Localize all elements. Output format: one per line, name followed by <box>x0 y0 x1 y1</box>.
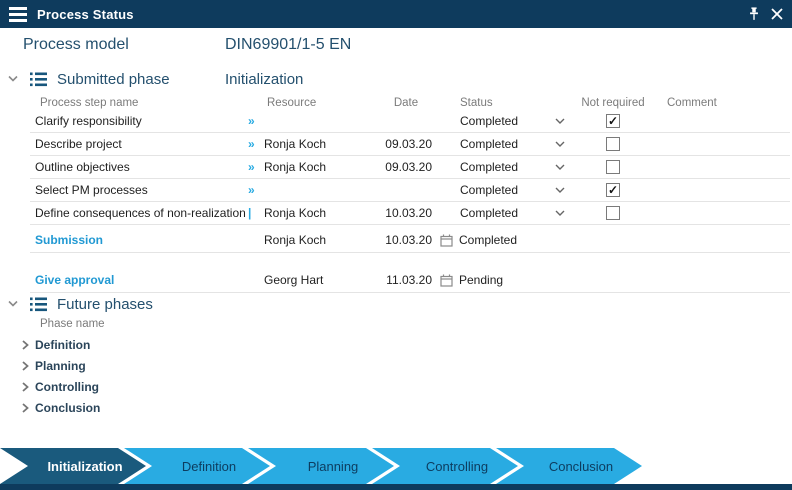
not-required-checkbox[interactable] <box>606 137 620 151</box>
submitted-phase-label: Submitted phase <box>57 71 170 88</box>
chevron-right-icon[interactable] <box>22 339 29 350</box>
not-required-checkbox[interactable] <box>606 160 620 174</box>
phase-name: Conclusion <box>35 400 101 415</box>
table-row: Clarify responsibility » Completed <box>30 110 790 133</box>
milestone-resource: Georg Hart <box>264 273 324 287</box>
not-required-checkbox[interactable] <box>606 206 620 220</box>
submitted-phase-section-header[interactable]: Submitted phase Initialization <box>0 70 792 92</box>
status-dropdown[interactable]: Completed <box>460 183 519 197</box>
phase-list-icon <box>30 72 47 87</box>
chevron-right-icon[interactable] <box>22 402 29 413</box>
submitted-phase-value: Initialization <box>225 71 304 88</box>
step-name: Describe project <box>35 137 122 151</box>
step-resource: Ronja Koch <box>264 206 327 220</box>
chevron-down-icon[interactable] <box>8 75 18 82</box>
not-required-checkbox[interactable] <box>606 114 620 128</box>
pin-icon[interactable] <box>747 7 761 21</box>
bottom-bar <box>0 484 792 490</box>
table-row: Submission Ronja Koch 10.03.20 Completed <box>30 228 790 253</box>
status-dropdown[interactable]: Completed <box>460 160 519 174</box>
step-resource: Ronja Koch <box>264 137 327 151</box>
col-date: Date <box>393 96 419 109</box>
step-name: Outline objectives <box>35 160 130 174</box>
col-resource: Resource <box>267 96 317 109</box>
step-date: 09.03.20 <box>385 160 432 174</box>
milestone-status: Completed <box>459 233 518 247</box>
list-item[interactable]: Conclusion <box>0 397 792 418</box>
chevron-down-icon[interactable] <box>550 210 570 216</box>
table-row: Define consequences of non-realization |… <box>30 202 790 225</box>
col-phase-name: Phase name <box>40 318 105 330</box>
col-comment: Comment <box>667 96 717 109</box>
step-table-header: Process step name Resource Date Status N… <box>30 95 790 110</box>
chevron-down-icon[interactable] <box>550 164 570 170</box>
table-row: Describe project » Ronja Koch 09.03.20 C… <box>30 133 790 156</box>
list-item[interactable]: Planning <box>0 355 792 376</box>
phase-name: Definition <box>35 337 91 352</box>
status-dropdown[interactable]: Completed <box>460 137 519 151</box>
step-name: Define consequences of non-realization <box>35 206 246 220</box>
milestone-resource: Ronja Koch <box>264 233 327 247</box>
give-approval-link[interactable]: Give approval <box>35 273 115 287</box>
step-name: Clarify responsibility <box>35 114 142 128</box>
process-model-label: Process model <box>23 36 129 53</box>
col-process-step-name: Process step name <box>40 96 139 109</box>
step-resource: Ronja Koch <box>264 160 327 174</box>
table-row: Select PM processes » Completed <box>30 179 790 202</box>
col-status: Status <box>460 96 493 109</box>
bar-marker-icon: | <box>248 206 252 220</box>
not-required-checkbox[interactable] <box>606 183 620 197</box>
chevron-down-icon[interactable] <box>550 141 570 147</box>
status-dropdown[interactable]: Completed <box>460 114 519 128</box>
chevron-down-icon[interactable] <box>550 118 570 124</box>
table-row: Outline objectives » Ronja Koch 09.03.20… <box>30 156 790 179</box>
phase-list-icon <box>30 297 47 312</box>
future-phases-section-header[interactable]: Future phases <box>0 295 792 317</box>
menu-icon[interactable] <box>9 6 27 22</box>
double-chevron-icon: » <box>248 137 255 151</box>
milestone-date: 10.03.20 <box>385 233 432 247</box>
table-row: Give approval Georg Hart 11.03.20 Pendin… <box>30 268 790 293</box>
list-item[interactable]: Controlling <box>0 376 792 397</box>
chevron-down-icon[interactable] <box>550 187 570 193</box>
phase-arrow-initialization: Initialization <box>0 448 146 484</box>
submission-link[interactable]: Submission <box>35 233 104 247</box>
chevron-right-icon[interactable] <box>22 360 29 371</box>
phase-flow: Initialization Definition Planning Contr… <box>0 448 792 484</box>
calendar-icon <box>440 234 453 247</box>
step-table: Clarify responsibility » Completed Descr… <box>30 110 790 225</box>
process-model-value: DIN69901/1-5 EN <box>225 36 352 53</box>
future-phase-list: Definition Planning Controlling Conclusi… <box>0 334 792 418</box>
status-dropdown[interactable]: Completed <box>460 206 519 220</box>
chevron-down-icon[interactable] <box>8 300 18 307</box>
list-item[interactable]: Definition <box>0 334 792 355</box>
close-icon[interactable] <box>771 8 783 20</box>
col-not-required: Not required <box>581 96 645 109</box>
double-chevron-icon: » <box>248 183 255 197</box>
future-phases-label: Future phases <box>57 296 153 313</box>
step-date: 09.03.20 <box>385 137 432 151</box>
step-name: Select PM processes <box>35 183 148 197</box>
phase-name: Planning <box>35 358 86 373</box>
window-titlebar: Process Status <box>0 0 792 28</box>
double-chevron-icon: » <box>248 114 255 128</box>
milestone-date: 11.03.20 <box>386 273 432 287</box>
chevron-right-icon[interactable] <box>22 381 29 392</box>
milestone-status: Pending <box>459 273 504 287</box>
step-date: 10.03.20 <box>385 206 432 220</box>
phase-name: Controlling <box>35 379 99 394</box>
double-chevron-icon: » <box>248 160 255 174</box>
calendar-icon <box>440 274 453 287</box>
window-title: Process Status <box>37 6 134 22</box>
